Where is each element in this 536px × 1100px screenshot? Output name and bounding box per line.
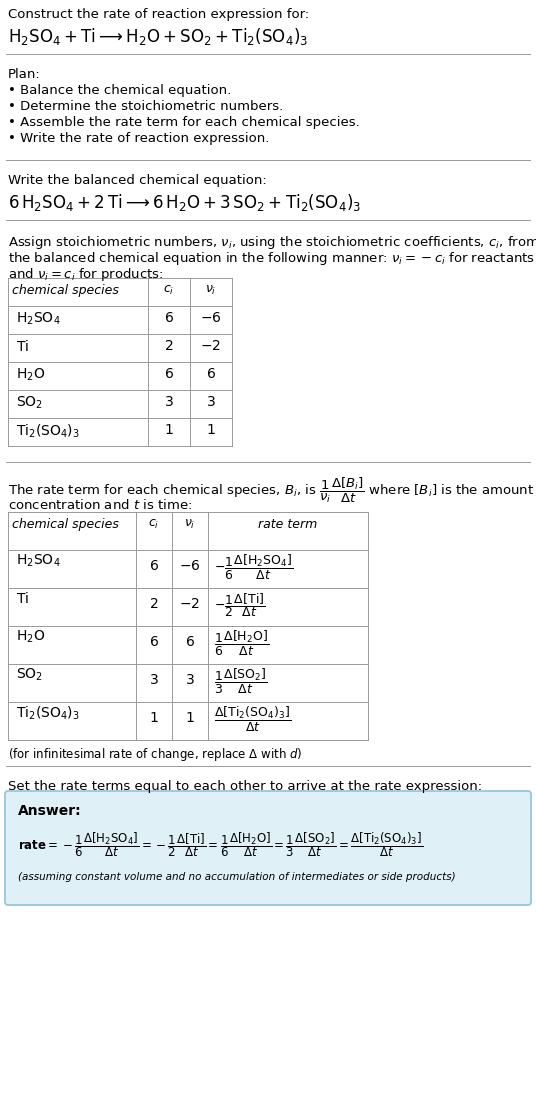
Text: The rate term for each chemical species, $B_i$, is $\dfrac{1}{\nu_i}\dfrac{\Delt: The rate term for each chemical species,… <box>8 476 534 505</box>
Text: (for infinitesimal rate of change, replace $\Delta$ with $d$): (for infinitesimal rate of change, repla… <box>8 746 302 763</box>
Text: concentration and $t$ is time:: concentration and $t$ is time: <box>8 498 192 512</box>
Text: 1: 1 <box>185 711 195 725</box>
Text: $\mathrm{H_2SO_4 + Ti \longrightarrow H_2O + SO_2 + Ti_2(SO_4)_3}$: $\mathrm{H_2SO_4 + Ti \longrightarrow H_… <box>8 26 308 47</box>
Text: rate term: rate term <box>258 518 318 531</box>
Text: chemical species: chemical species <box>12 284 119 297</box>
Text: $\nu_i$: $\nu_i$ <box>184 518 196 531</box>
Text: $\mathrm{H_2SO_4}$: $\mathrm{H_2SO_4}$ <box>16 311 61 328</box>
Text: 3: 3 <box>150 673 158 688</box>
Text: Plan:: Plan: <box>8 68 41 81</box>
Text: 3: 3 <box>165 395 173 409</box>
Text: Set the rate terms equal to each other to arrive at the rate expression:: Set the rate terms equal to each other t… <box>8 780 482 793</box>
Text: • Assemble the rate term for each chemical species.: • Assemble the rate term for each chemic… <box>8 116 360 129</box>
Text: the balanced chemical equation in the following manner: $\nu_i = -c_i$ for react: the balanced chemical equation in the fo… <box>8 250 535 267</box>
Text: • Write the rate of reaction expression.: • Write the rate of reaction expression. <box>8 132 270 145</box>
Text: 1: 1 <box>206 424 215 437</box>
Text: $-6$: $-6$ <box>200 311 222 324</box>
Text: 2: 2 <box>165 339 173 353</box>
Text: 6: 6 <box>165 311 174 324</box>
Text: 3: 3 <box>206 395 215 409</box>
Text: chemical species: chemical species <box>12 518 119 531</box>
Text: Construct the rate of reaction expression for:: Construct the rate of reaction expressio… <box>8 8 309 21</box>
Text: $\dfrac{1}{3}\dfrac{\Delta[\mathrm{SO_2}]}{\Delta t}$: $\dfrac{1}{3}\dfrac{\Delta[\mathrm{SO_2}… <box>214 667 267 696</box>
Text: $\mathrm{Ti}$: $\mathrm{Ti}$ <box>16 339 29 354</box>
Text: 3: 3 <box>185 673 195 688</box>
Text: 1: 1 <box>165 424 174 437</box>
Text: Write the balanced chemical equation:: Write the balanced chemical equation: <box>8 174 267 187</box>
Text: 6: 6 <box>206 367 215 381</box>
Text: • Balance the chemical equation.: • Balance the chemical equation. <box>8 84 231 97</box>
Text: $c_i$: $c_i$ <box>163 284 175 297</box>
Text: $\mathrm{6\,H_2SO_4 + 2\,Ti \longrightarrow 6\,H_2O + 3\,SO_2 + Ti_2(SO_4)_3}$: $\mathrm{6\,H_2SO_4 + 2\,Ti \longrightar… <box>8 192 361 213</box>
Text: $\mathrm{Ti_2(SO_4)_3}$: $\mathrm{Ti_2(SO_4)_3}$ <box>16 424 80 440</box>
Text: $\dfrac{1}{6}\dfrac{\Delta[\mathrm{H_2O}]}{\Delta t}$: $\dfrac{1}{6}\dfrac{\Delta[\mathrm{H_2O}… <box>214 629 269 658</box>
FancyBboxPatch shape <box>5 791 531 905</box>
Text: (assuming constant volume and no accumulation of intermediates or side products): (assuming constant volume and no accumul… <box>18 872 456 882</box>
Text: $\mathrm{H_2SO_4}$: $\mathrm{H_2SO_4}$ <box>16 553 61 570</box>
Text: $\mathrm{Ti_2(SO_4)_3}$: $\mathrm{Ti_2(SO_4)_3}$ <box>16 705 80 723</box>
Text: $-\dfrac{1}{6}\dfrac{\Delta[\mathrm{H_2SO_4}]}{\Delta t}$: $-\dfrac{1}{6}\dfrac{\Delta[\mathrm{H_2S… <box>214 553 294 582</box>
Text: 2: 2 <box>150 597 158 611</box>
Text: • Determine the stoichiometric numbers.: • Determine the stoichiometric numbers. <box>8 100 283 113</box>
Text: $c_i$: $c_i$ <box>148 518 160 531</box>
Text: $\mathrm{SO_2}$: $\mathrm{SO_2}$ <box>16 395 43 411</box>
Text: 6: 6 <box>185 635 195 649</box>
Text: $\mathrm{SO_2}$: $\mathrm{SO_2}$ <box>16 667 43 683</box>
Text: $-2$: $-2$ <box>200 339 221 353</box>
Text: $-\dfrac{1}{2}\dfrac{\Delta[\mathrm{Ti}]}{\Delta t}$: $-\dfrac{1}{2}\dfrac{\Delta[\mathrm{Ti}]… <box>214 591 265 619</box>
Text: 6: 6 <box>165 367 174 381</box>
Text: $\mathrm{Ti}$: $\mathrm{Ti}$ <box>16 591 29 606</box>
Text: Answer:: Answer: <box>18 804 81 818</box>
Text: 6: 6 <box>150 559 159 573</box>
Text: $\nu_i$: $\nu_i$ <box>205 284 217 297</box>
Text: $-2$: $-2$ <box>180 597 200 611</box>
Text: 1: 1 <box>150 711 159 725</box>
Text: Assign stoichiometric numbers, $\nu_i$, using the stoichiometric coefficients, $: Assign stoichiometric numbers, $\nu_i$, … <box>8 234 536 251</box>
Text: $-6$: $-6$ <box>179 559 201 573</box>
Text: $\mathrm{H_2O}$: $\mathrm{H_2O}$ <box>16 367 45 384</box>
Text: 6: 6 <box>150 635 159 649</box>
Text: $\mathrm{H_2O}$: $\mathrm{H_2O}$ <box>16 629 45 646</box>
Text: $\mathbf{rate} = -\dfrac{1}{6}\dfrac{\Delta[\mathrm{H_2SO_4}]}{\Delta t} = -\dfr: $\mathbf{rate} = -\dfrac{1}{6}\dfrac{\De… <box>18 830 423 859</box>
Text: and $\nu_i = c_i$ for products:: and $\nu_i = c_i$ for products: <box>8 266 163 283</box>
Text: $\dfrac{\Delta[\mathrm{Ti_2(SO_4)_3}]}{\Delta t}$: $\dfrac{\Delta[\mathrm{Ti_2(SO_4)_3}]}{\… <box>214 705 291 734</box>
